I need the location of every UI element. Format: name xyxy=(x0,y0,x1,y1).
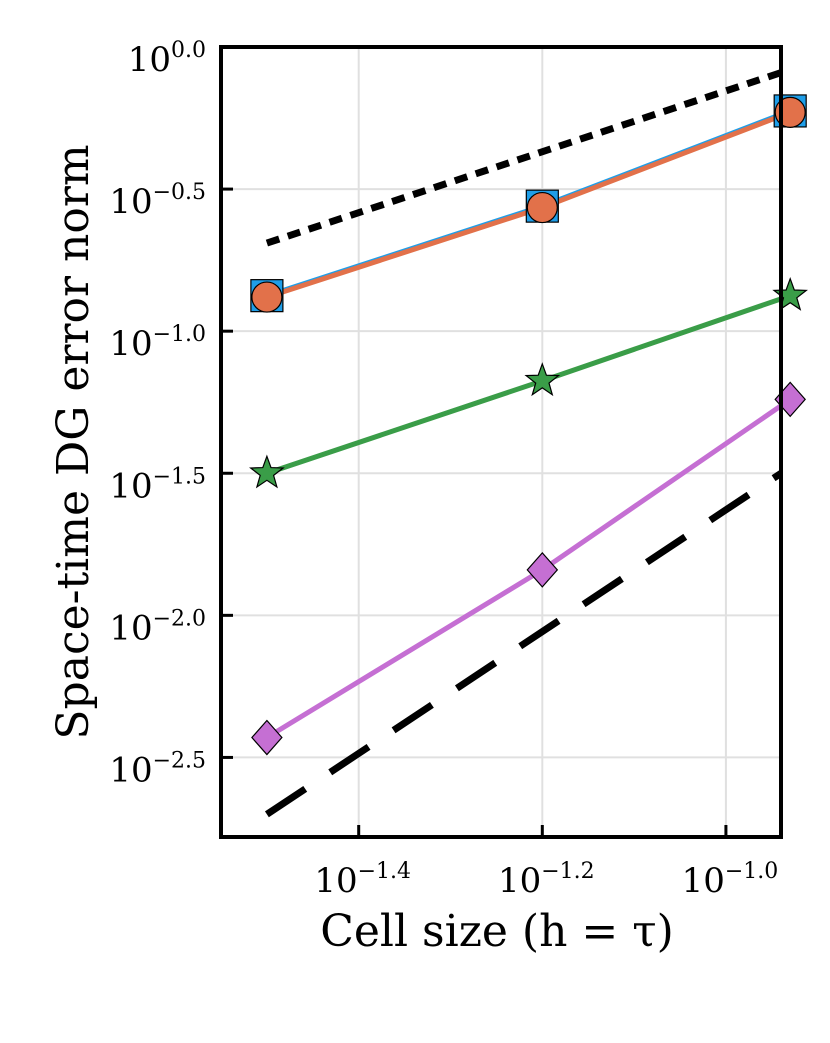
y-tick-label: 10−2.0 xyxy=(109,606,206,648)
x-tick-label: 10−1.4 xyxy=(314,859,411,901)
data-point-star xyxy=(524,362,561,397)
data-point-star xyxy=(249,454,285,489)
ticks: 10−1.4 10−1.2 10−1.0 100.0 10−0.5 10−1.0 10−1.… xyxy=(109,38,778,901)
series-line-none-dotted xyxy=(265,69,783,247)
x-tick-label: 10−1.0 xyxy=(682,859,779,901)
plot-frame xyxy=(219,45,783,839)
data-point-star xyxy=(772,276,808,311)
data-point-diamond xyxy=(251,719,283,756)
y-tick-label: 10−1.5 xyxy=(109,464,206,506)
y-axis-label: Space-time DG error norm xyxy=(48,144,99,739)
x-axis-label: Cell size (h = τ) xyxy=(320,906,674,957)
data-point-circle xyxy=(251,281,283,313)
x-tick-label: 10−1.2 xyxy=(498,859,595,901)
y-tick-label: 10−2.5 xyxy=(109,748,206,790)
series-line-none-dashed xyxy=(264,470,783,818)
data-point-diamond xyxy=(526,551,559,588)
y-tick-label: 10−1.0 xyxy=(109,322,206,364)
y-tick-label: 10−0.5 xyxy=(109,180,206,222)
y-tick-label: 100.0 xyxy=(128,38,206,80)
data-point-circle xyxy=(526,191,558,224)
